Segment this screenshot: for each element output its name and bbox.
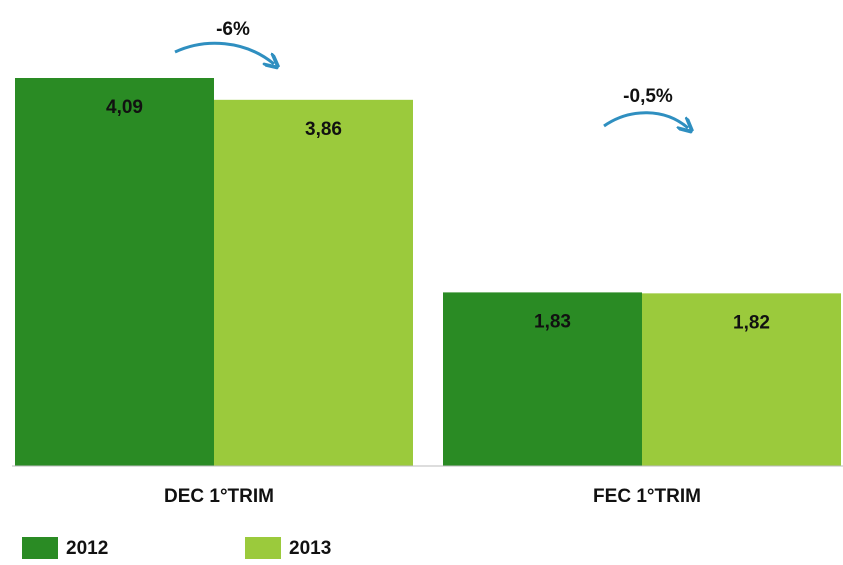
bar [642, 293, 841, 466]
x-tick-label: FEC 1°TRIM [593, 486, 701, 507]
legend-label: 2012 [66, 538, 108, 559]
legend-swatch [22, 537, 58, 559]
value-label: 1,82 [733, 312, 770, 333]
annotation: -6% [216, 19, 250, 40]
legend-label: 2013 [289, 538, 331, 559]
change-arrow [603, 111, 688, 128]
annotation: -0,5% [623, 86, 673, 107]
x-tick-label: DEC 1°TRIM [164, 486, 274, 507]
bar [214, 99, 413, 467]
bar [15, 78, 214, 466]
value-label: 4,09 [106, 97, 143, 118]
value-label: 1,83 [534, 311, 571, 332]
change-arrow [174, 41, 274, 64]
legend-swatch [245, 537, 281, 559]
value-label: 3,86 [305, 119, 342, 140]
bar [443, 292, 642, 466]
